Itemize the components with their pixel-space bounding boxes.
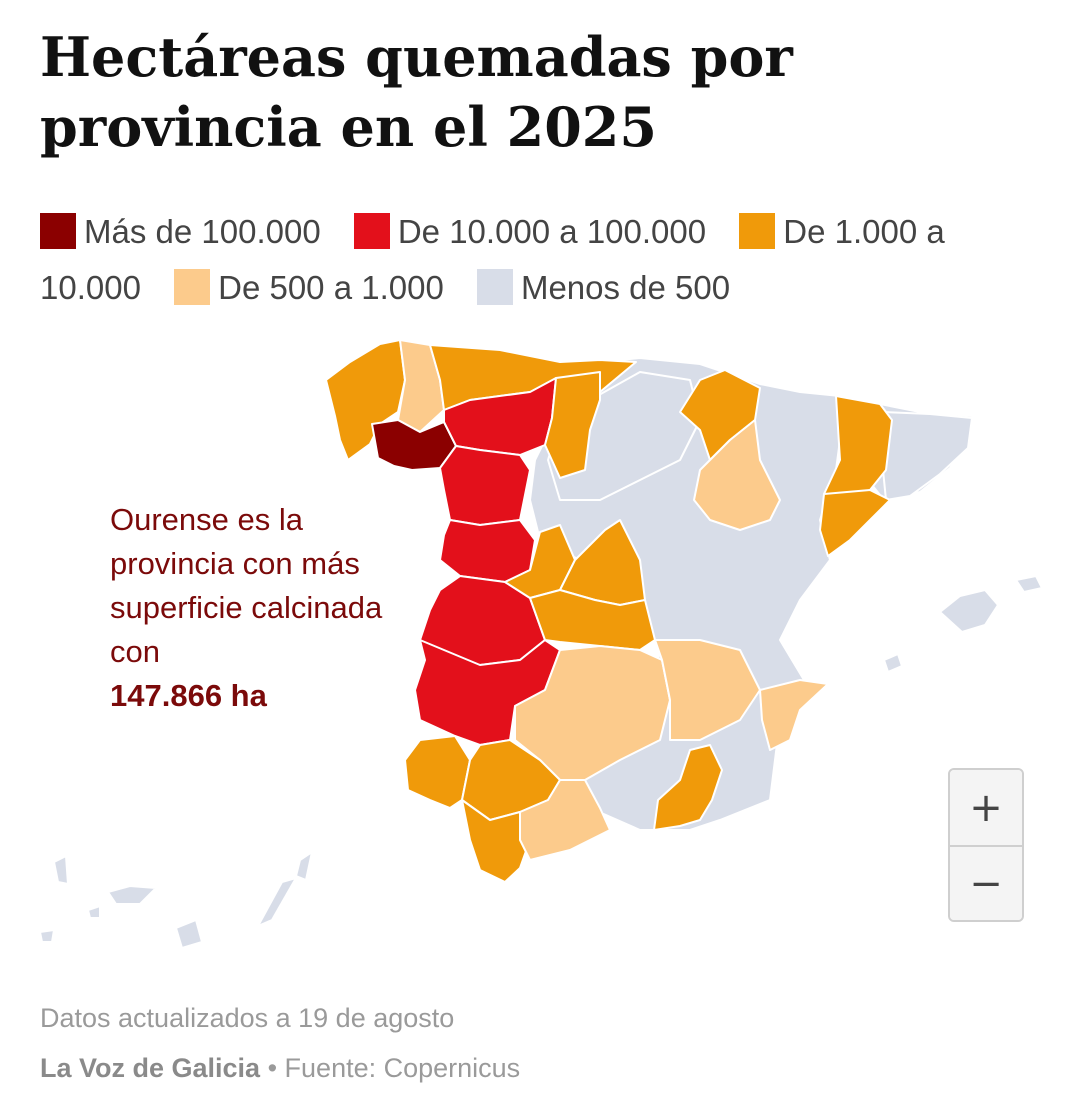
- legend: Más de 100.000 De 10.000 a 100.000 De 1.…: [40, 204, 1040, 316]
- legend-label: Menos de 500: [520, 269, 731, 306]
- province-canarias-la-gomera[interactable]: [87, 905, 101, 919]
- publisher-name: La Voz de Galicia: [40, 1053, 261, 1083]
- province-huelva[interactable]: [404, 735, 471, 809]
- province-canarias-fuerteventura[interactable]: [257, 877, 297, 927]
- province-badajoz[interactable]: [414, 639, 561, 746]
- zoom-in-button[interactable]: +: [950, 770, 1022, 845]
- legend-swatch: [476, 269, 513, 305]
- province-tarragona[interactable]: [819, 489, 891, 557]
- province-canarias-el-hierro[interactable]: [39, 929, 55, 943]
- province-ciudad-real-albacete[interactable]: [654, 639, 761, 741]
- legend-swatch: [353, 213, 390, 249]
- province-zaragoza[interactable]: [693, 419, 781, 531]
- province-salamanca[interactable]: [439, 519, 536, 583]
- ourense-annotation: Ourense es la provincia con más superfic…: [110, 498, 430, 718]
- zoom-out-button[interactable]: −: [950, 845, 1022, 920]
- legend-swatch: [40, 213, 76, 249]
- source-line: La Voz de Galicia • Fuente: Copernicus: [40, 1053, 520, 1084]
- legend-label: Más de 100.000: [84, 213, 321, 250]
- province-cordoba-jaen[interactable]: [514, 645, 671, 781]
- province-canarias-tenerife[interactable]: [107, 885, 157, 905]
- legend-label: De 1.000 a 10.000: [40, 213, 945, 306]
- zoom-control: + −: [948, 768, 1024, 922]
- legend-label: De 10.000 a 100.000: [397, 213, 707, 250]
- legend-item-1000-10000: De 1.000 a 10.000: [40, 213, 945, 306]
- province-baleares-mallorca[interactable]: [939, 589, 999, 633]
- legend-swatch: [174, 269, 211, 305]
- province-canarias-gran-canaria[interactable]: [175, 919, 203, 949]
- update-note: Datos actualizados a 19 de agosto: [40, 1003, 455, 1033]
- choropleth-map[interactable]: [0, 330, 1080, 960]
- province-palencia-burgos[interactable]: [544, 371, 601, 479]
- legend-item-500-1000: De 500 a 1.000: [174, 269, 444, 306]
- province-alicante[interactable]: [759, 679, 829, 751]
- source-separator: •: [260, 1053, 285, 1083]
- annotation-highlight: 147.866 ha: [110, 678, 267, 713]
- annotation-text: Ourense es la provincia con más superfic…: [110, 502, 383, 669]
- province-zamora[interactable]: [439, 445, 531, 526]
- province-almeria[interactable]: [653, 744, 723, 831]
- legend-swatch: [739, 213, 776, 249]
- province-malaga-granada[interactable]: [519, 779, 611, 861]
- province-canarias-la-palma[interactable]: [53, 855, 69, 885]
- province-canarias-lanzarote[interactable]: [295, 851, 313, 881]
- legend-item-under-500: Menos de 500: [476, 269, 731, 306]
- map-title: Hectáreas quemadas por provincia en el 2…: [40, 25, 793, 159]
- legend-item-over-100000: Más de 100.000: [40, 213, 321, 250]
- map-canvas[interactable]: [0, 330, 1080, 960]
- province-a-coruna[interactable]: [325, 339, 406, 461]
- province-baleares-menorca[interactable]: [1015, 575, 1043, 593]
- province-cadiz[interactable]: [461, 799, 531, 883]
- source-text: Fuente: Copernicus: [284, 1053, 521, 1083]
- province-baleares-ibiza[interactable]: [883, 653, 903, 673]
- legend-label: De 500 a 1.000: [218, 269, 444, 306]
- legend-item-10000-100000: De 10.000 a 100.000: [353, 213, 707, 250]
